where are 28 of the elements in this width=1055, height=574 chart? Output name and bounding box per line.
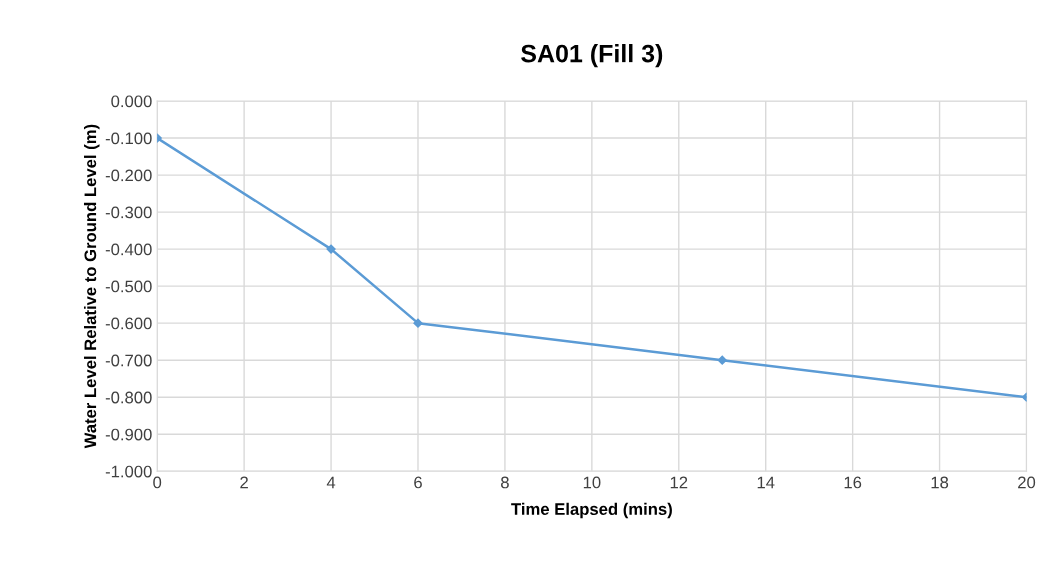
point <box>717 355 727 365</box>
x-tick-label: 18 <box>931 476 949 489</box>
x-tick-label: 14 <box>757 476 775 489</box>
y-tick-label: -0.600 <box>105 317 152 330</box>
y-tick-label: -0.200 <box>105 169 152 182</box>
point <box>413 318 423 328</box>
y-tick-label: -0.400 <box>105 243 152 256</box>
y-tick-label: 0.000 <box>111 95 152 108</box>
x-tick-label: 20 <box>1018 476 1036 489</box>
y-tick-label: -0.300 <box>105 206 152 219</box>
y-tick-label: -0.700 <box>105 354 152 367</box>
point <box>326 244 336 254</box>
x-tick-label: 0 <box>153 476 162 489</box>
y-tick-label: -0.500 <box>105 280 152 293</box>
chart-title: SA01 (Fill 3) <box>521 44 663 68</box>
y-tick-label: -0.800 <box>105 391 152 404</box>
x-tick-label: 6 <box>414 476 422 489</box>
y-tick-label: -1.000 <box>105 465 152 478</box>
x-axis-title: Time Elapsed (mins) <box>511 502 672 519</box>
x-tick-label: 8 <box>501 476 509 489</box>
x-tick-label: 12 <box>670 476 688 489</box>
x-tick-label: 16 <box>844 476 862 489</box>
y-tick-label: -0.900 <box>105 428 152 441</box>
y-axis-title: Water Level Relative to Ground Level (m) <box>83 124 100 449</box>
x-tick-label: 10 <box>583 476 601 489</box>
y-tick-label: -0.100 <box>105 132 152 145</box>
x-tick-label: 4 <box>326 476 336 489</box>
x-tick-label: 2 <box>240 476 248 489</box>
